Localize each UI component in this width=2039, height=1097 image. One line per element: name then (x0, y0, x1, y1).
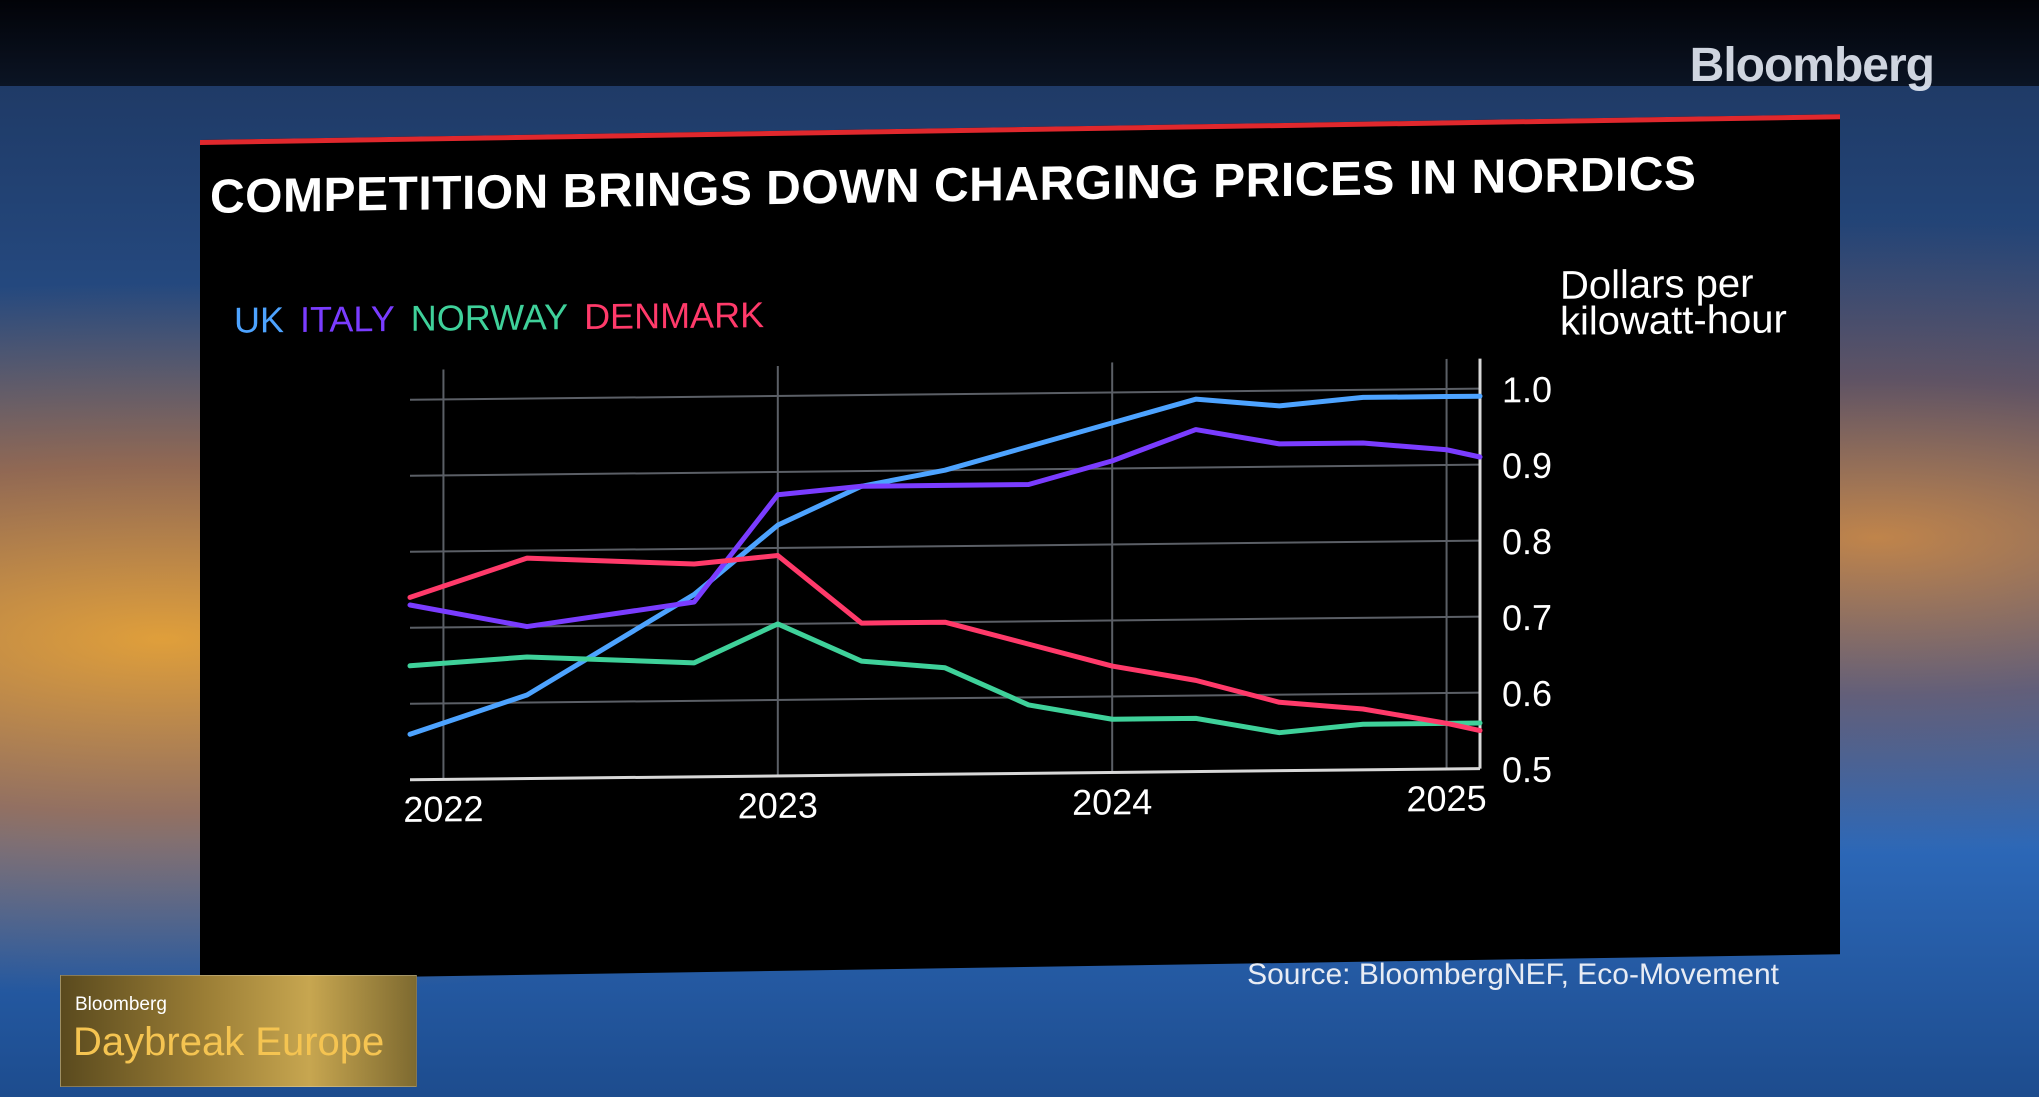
x-tick-label: 2022 (403, 788, 483, 830)
x-tick-label: 2025 (1407, 778, 1487, 820)
y-tick-label: 0.9 (1502, 445, 1552, 487)
line-chart: 1.0 0.9 0.8 0.7 0.6 0.5 2022 2023 2024 2025 (403, 358, 1552, 830)
series-line-denmark (407, 553, 1483, 734)
studio-top-band (0, 0, 2039, 86)
gridline-y (410, 691, 1480, 705)
show-brand: Bloomberg (75, 994, 167, 1015)
y-tick-label: 0.7 (1502, 597, 1552, 639)
series-line-norway (407, 621, 1483, 736)
x-axis (410, 767, 1480, 782)
source-note: Source: BloombergNEF, Eco-Movement (1247, 958, 1779, 991)
series-line-italy (407, 427, 1483, 630)
chart-title: COMPETITION BRINGS DOWN CHARGING PRICES … (210, 147, 1697, 224)
y-tick-label: 1.0 (1502, 369, 1552, 411)
series-line-uk (407, 393, 1483, 737)
network-logo: Bloomberg (1689, 39, 1935, 92)
chart-area: UK ITALY NORWAY DENMARK Dollars per kilowat… (200, 253, 1840, 1000)
gridline-y (410, 539, 1480, 553)
show-name: Daybreak Europe (73, 1020, 385, 1064)
y-tick-label: 0.6 (1502, 673, 1552, 715)
x-tick-label: 2023 (738, 785, 818, 827)
y-tick-label: 0.5 (1502, 749, 1552, 791)
gridline-y (410, 387, 1480, 401)
show-badge: Bloomberg Daybreak Europe (60, 975, 417, 1087)
y-tick-label: 0.8 (1502, 521, 1552, 563)
x-tick-label: 2024 (1072, 781, 1152, 823)
